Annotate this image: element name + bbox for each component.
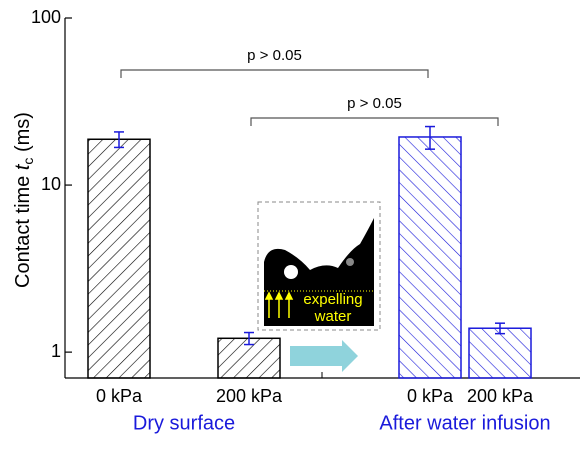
y-label-text: Contact time (12, 170, 34, 288)
x-tick-label: 200 kPa (467, 386, 534, 406)
inset (257, 201, 381, 331)
inset-label: expelling (303, 291, 362, 308)
x-tick-label: 0 kPa (407, 386, 454, 406)
inset-label: water (314, 308, 352, 325)
x-tick-label: 200 kPa (216, 386, 283, 406)
inset-bubble (284, 265, 298, 279)
bar (468, 327, 532, 379)
x-tick-label: 0 kPa (96, 386, 143, 406)
y-tick-label: 1 (51, 341, 61, 361)
bracket-label: p > 0.05 (247, 47, 302, 64)
bracket (120, 69, 429, 78)
y-tick-label: 10 (41, 174, 61, 194)
y-label-unit: (ms) (12, 112, 34, 158)
y-axis-label: Contact time tc (ms) (12, 112, 35, 288)
bar (398, 136, 462, 379)
y-label-sub: c (20, 158, 36, 165)
inset-bubble (346, 258, 354, 266)
y-tick-label: 100 (31, 7, 61, 27)
bracket-label: p > 0.05 (347, 95, 402, 112)
error-bar (244, 331, 254, 346)
transition-arrow (290, 340, 358, 372)
error-bar (425, 125, 435, 150)
bracket (250, 117, 499, 126)
inset-arrows (264, 291, 294, 318)
bar (87, 138, 151, 379)
error-bar (495, 322, 505, 335)
group-label: After water infusion (379, 412, 550, 434)
error-bar (114, 131, 124, 149)
group-label: Dry surface (133, 412, 235, 434)
y-label-var: t (12, 163, 34, 170)
